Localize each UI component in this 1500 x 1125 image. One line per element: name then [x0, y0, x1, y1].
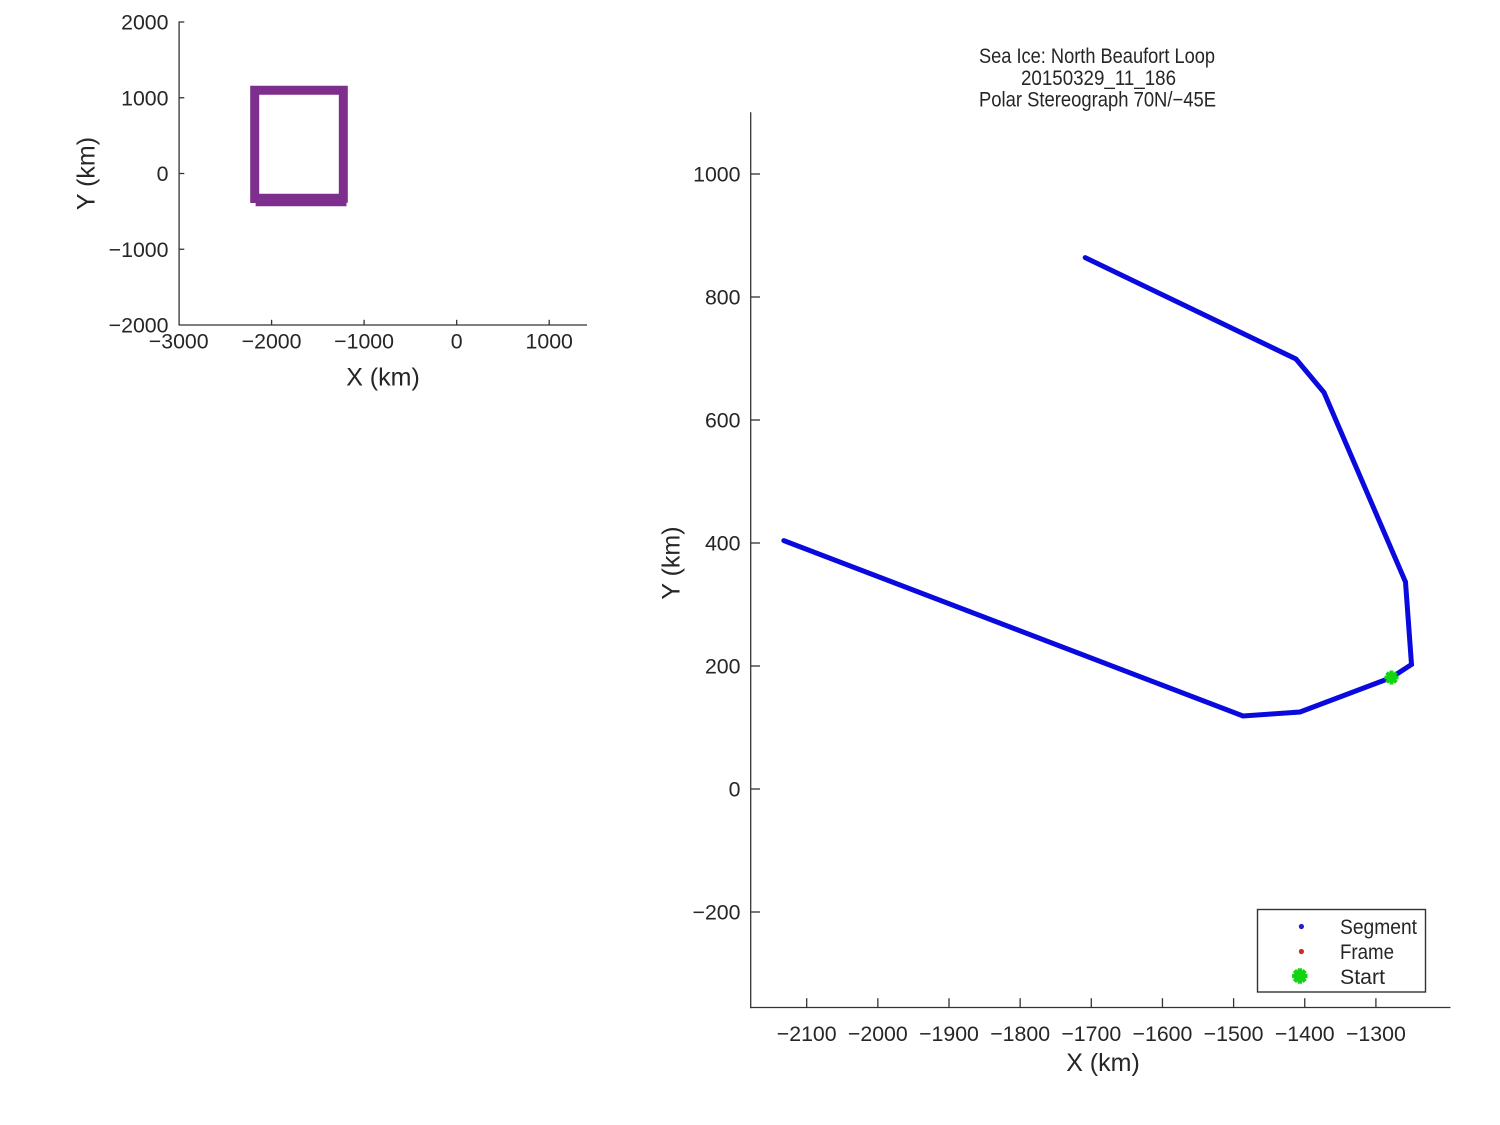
svg-text:−1800: −1800	[990, 1022, 1050, 1046]
svg-text:Sea Ice: North Beaufort Loop: Sea Ice: North Beaufort Loop	[979, 45, 1215, 68]
svg-text:1000: 1000	[526, 330, 574, 354]
svg-text:1000: 1000	[693, 163, 741, 187]
svg-text:400: 400	[705, 532, 741, 556]
svg-text:20150329_11_186: 20150329_11_186	[1021, 67, 1176, 90]
svg-text:600: 600	[705, 409, 741, 433]
svg-text:−3000: −3000	[149, 330, 209, 354]
svg-text:−1000: −1000	[109, 238, 169, 262]
svg-text:0: 0	[729, 778, 741, 802]
svg-text:−1500: −1500	[1204, 1022, 1264, 1046]
svg-text:200: 200	[705, 655, 741, 679]
svg-text:800: 800	[705, 286, 741, 310]
svg-text:−2100: −2100	[777, 1022, 837, 1046]
svg-text:−1600: −1600	[1133, 1022, 1193, 1046]
svg-text:X (km): X (km)	[1066, 1049, 1140, 1077]
svg-text:Y (km): Y (km)	[73, 137, 101, 210]
svg-text:0: 0	[451, 330, 463, 354]
svg-text:X (km): X (km)	[346, 364, 420, 392]
svg-text:−1400: −1400	[1275, 1022, 1335, 1046]
svg-text:0: 0	[157, 162, 169, 186]
svg-text:−2000: −2000	[109, 314, 169, 338]
svg-text:1000: 1000	[121, 86, 169, 110]
svg-text:2000: 2000	[121, 11, 169, 35]
svg-text:Polar Stereograph 70N/−45E: Polar Stereograph 70N/−45E	[979, 89, 1216, 112]
svg-text:Segment: Segment	[1340, 916, 1417, 939]
svg-text:−2000: −2000	[242, 330, 302, 354]
svg-text:Start: Start	[1340, 966, 1385, 989]
svg-text:−200: −200	[693, 901, 741, 925]
svg-text:−2000: −2000	[848, 1022, 908, 1046]
svg-text:−1700: −1700	[1061, 1022, 1121, 1046]
svg-text:−1000: −1000	[334, 330, 394, 354]
svg-text:−1300: −1300	[1346, 1022, 1406, 1046]
svg-text:Y (km): Y (km)	[658, 526, 686, 599]
svg-text:Frame: Frame	[1340, 941, 1394, 964]
svg-text:−1900: −1900	[919, 1022, 979, 1046]
